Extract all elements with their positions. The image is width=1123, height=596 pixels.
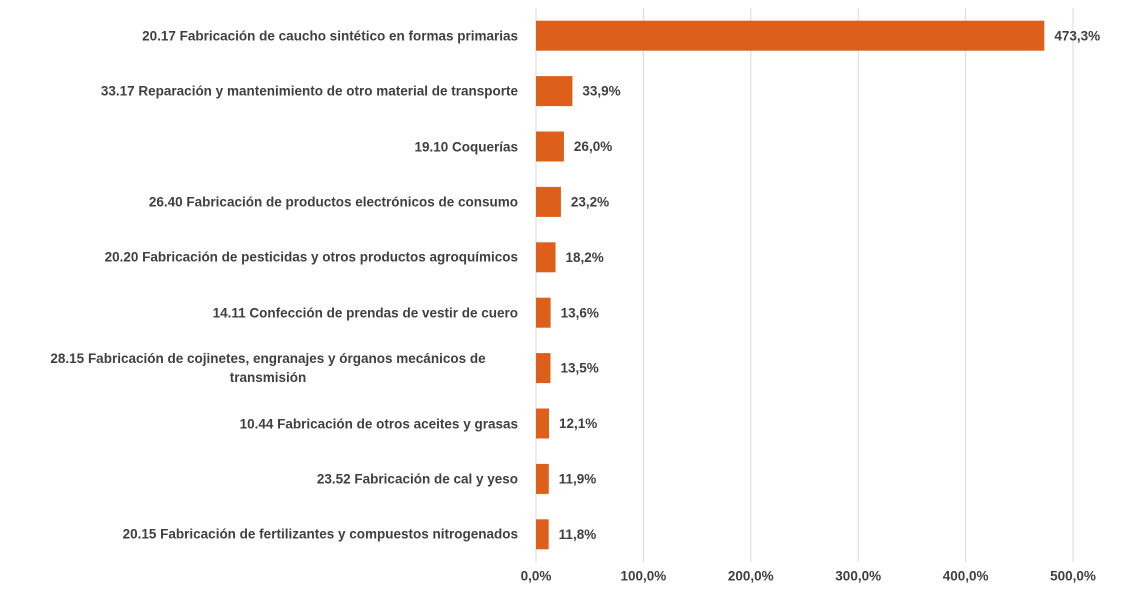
y-tick-label: 20.20 Fabricación de pesticidas y otros … — [104, 249, 518, 265]
y-tick-label: 28.15 Fabricación de cojinetes, engranaj… — [50, 351, 486, 386]
value-label: 473,3% — [1054, 28, 1100, 43]
y-tick-label: 23.52 Fabricación de cal y yeso — [316, 471, 518, 487]
value-label: 11,8% — [559, 527, 597, 542]
x-tick-label: 200,0% — [728, 569, 774, 584]
x-tick-label: 100,0% — [621, 569, 667, 584]
x-tick-label: 400,0% — [943, 569, 989, 584]
value-label: 23,2% — [571, 194, 609, 209]
value-label: 13,6% — [561, 305, 599, 320]
bar — [536, 519, 549, 550]
value-label: 12,1% — [559, 416, 597, 431]
y-tick-label: 33.17 Reparación y mantenimiento de otro… — [100, 83, 518, 99]
y-tick-label: 20.15 Fabricación de fertilizantes y com… — [122, 526, 518, 542]
y-tick-label: 10.44 Fabricación de otros aceites y gra… — [239, 416, 518, 431]
bar — [536, 131, 564, 162]
bar — [536, 408, 549, 439]
value-label: 26,0% — [574, 139, 612, 154]
bar — [536, 297, 551, 328]
y-tick-label: 20.17 Fabricación de caucho sintético en… — [142, 28, 518, 44]
x-tick-label: 300,0% — [835, 569, 881, 584]
y-tick-label: 14.11 Confección de prendas de vestir de… — [212, 305, 518, 321]
bar — [536, 463, 549, 494]
bar — [536, 76, 573, 107]
bar — [536, 186, 561, 217]
bar — [536, 242, 556, 273]
x-tick-label: 500,0% — [1050, 569, 1096, 584]
bar — [536, 353, 551, 384]
value-label: 13,5% — [560, 361, 598, 376]
y-tick-label: 26.40 Fabricación de productos electróni… — [148, 194, 518, 210]
y-tick-label: 19.10 Coquerías — [414, 139, 518, 154]
value-label: 33,9% — [582, 84, 620, 99]
value-label: 11,9% — [559, 471, 597, 486]
bar — [536, 20, 1045, 51]
x-tick-label: 0,0% — [521, 569, 552, 584]
value-label: 18,2% — [566, 250, 604, 265]
